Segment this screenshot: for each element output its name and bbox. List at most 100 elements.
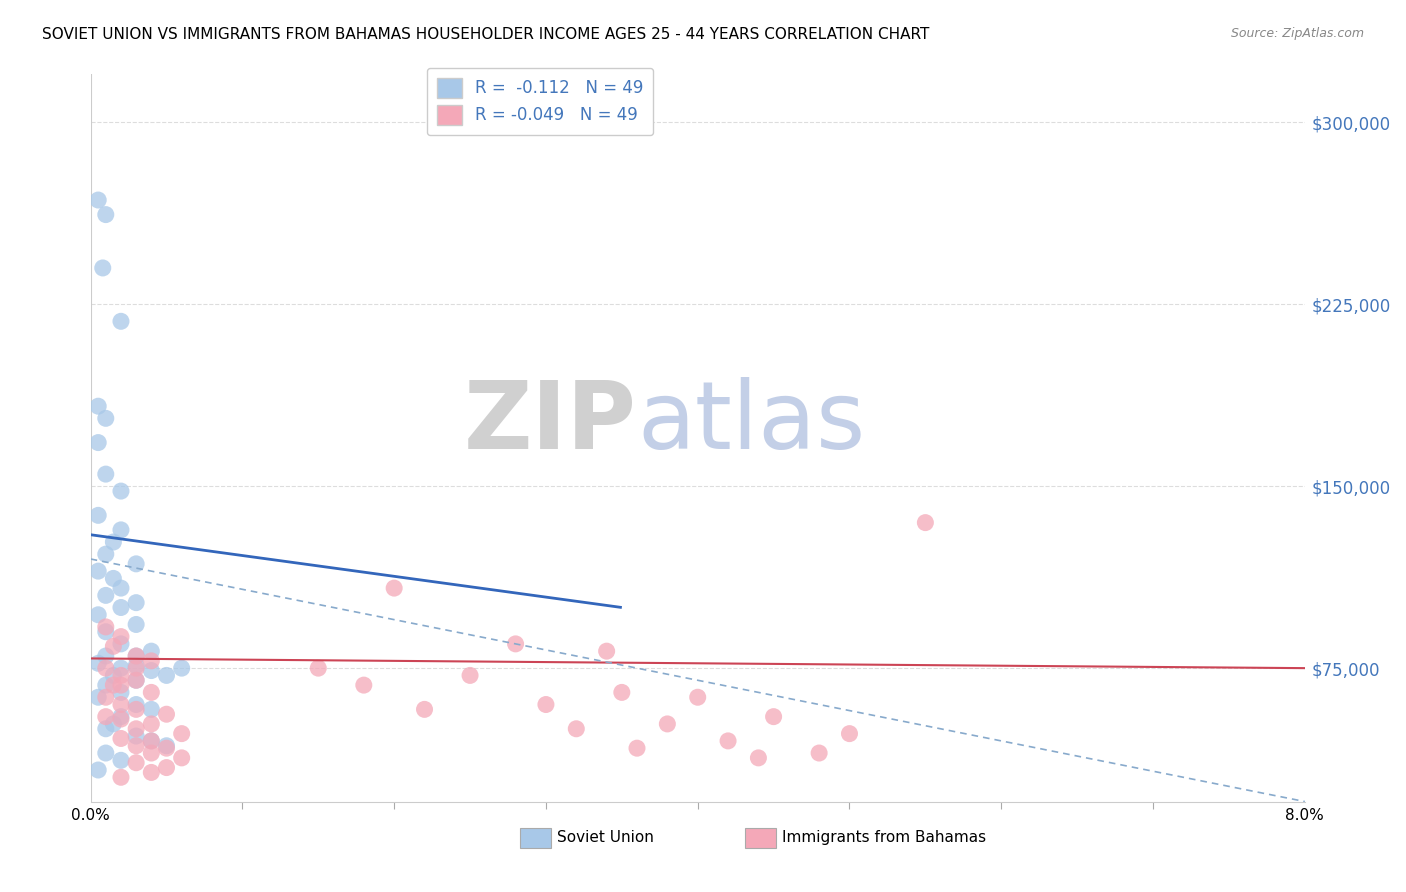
Point <box>125 673 148 688</box>
Point <box>94 690 117 705</box>
Point <box>914 516 936 530</box>
Point <box>110 709 132 723</box>
Point <box>87 763 110 777</box>
Point <box>155 741 177 756</box>
Point <box>610 685 633 699</box>
Point <box>110 661 132 675</box>
Point <box>103 535 125 549</box>
Point <box>141 734 163 748</box>
Point <box>565 722 588 736</box>
Point <box>155 707 177 722</box>
Point <box>141 734 163 748</box>
Point <box>762 709 785 723</box>
Text: Soviet Union: Soviet Union <box>557 830 654 845</box>
Point <box>94 648 117 663</box>
Legend: R =  -0.112   N = 49, R = -0.049   N = 49: R = -0.112 N = 49, R = -0.049 N = 49 <box>426 68 654 135</box>
Point <box>595 644 617 658</box>
Point <box>94 208 117 222</box>
Point <box>141 654 163 668</box>
Point <box>458 668 481 682</box>
Text: Immigrants from Bahamas: Immigrants from Bahamas <box>782 830 986 845</box>
Point <box>110 770 132 784</box>
Point <box>125 617 148 632</box>
Point <box>103 678 125 692</box>
Point <box>94 678 117 692</box>
Point <box>103 640 125 654</box>
Point <box>170 726 193 740</box>
Point <box>141 746 163 760</box>
Point <box>125 557 148 571</box>
Point <box>534 698 557 712</box>
Point <box>94 624 117 639</box>
Point <box>155 668 177 682</box>
Point <box>717 734 740 748</box>
Point <box>125 648 148 663</box>
Point <box>125 648 148 663</box>
Point <box>103 668 125 682</box>
Point <box>94 547 117 561</box>
Point <box>141 685 163 699</box>
Point <box>413 702 436 716</box>
Point <box>155 739 177 753</box>
Text: SOVIET UNION VS IMMIGRANTS FROM BAHAMAS HOUSEHOLDER INCOME AGES 25 - 44 YEARS CO: SOVIET UNION VS IMMIGRANTS FROM BAHAMAS … <box>42 27 929 42</box>
Point <box>91 260 114 275</box>
Point <box>141 717 163 731</box>
Point <box>110 698 132 712</box>
Point <box>125 739 148 753</box>
Point <box>94 709 117 723</box>
Point <box>94 588 117 602</box>
Point <box>94 411 117 425</box>
Point <box>141 644 163 658</box>
Text: ZIP: ZIP <box>464 377 637 469</box>
Point <box>125 729 148 743</box>
Point <box>87 193 110 207</box>
Point <box>110 523 132 537</box>
Point <box>808 746 831 760</box>
Point <box>505 637 527 651</box>
Point <box>307 661 329 675</box>
Point <box>125 673 148 688</box>
Point <box>103 717 125 731</box>
Point <box>87 435 110 450</box>
Point <box>110 678 132 692</box>
Point <box>87 564 110 578</box>
Point <box>125 596 148 610</box>
Point <box>87 508 110 523</box>
Point <box>125 722 148 736</box>
Point <box>94 722 117 736</box>
Point <box>94 620 117 634</box>
Point <box>87 690 110 705</box>
Point <box>110 600 132 615</box>
Point <box>747 751 769 765</box>
Point <box>110 712 132 726</box>
Point <box>170 661 193 675</box>
Point <box>110 685 132 699</box>
Point <box>626 741 648 756</box>
Point <box>353 678 375 692</box>
Point <box>103 571 125 585</box>
Point <box>94 746 117 760</box>
Point <box>110 484 132 499</box>
Point <box>110 668 132 682</box>
Text: Source: ZipAtlas.com: Source: ZipAtlas.com <box>1230 27 1364 40</box>
Point <box>382 581 405 595</box>
Point <box>170 751 193 765</box>
Point <box>125 661 148 675</box>
Point <box>87 607 110 622</box>
Point <box>110 581 132 595</box>
Point <box>125 698 148 712</box>
Point <box>141 664 163 678</box>
Point <box>125 702 148 716</box>
Point <box>110 731 132 746</box>
Point <box>110 637 132 651</box>
Point <box>686 690 709 705</box>
Point <box>87 399 110 413</box>
Point <box>141 765 163 780</box>
Text: atlas: atlas <box>637 377 865 469</box>
Point <box>141 702 163 716</box>
Point <box>110 630 132 644</box>
Point <box>110 753 132 767</box>
Point <box>94 467 117 482</box>
Point <box>125 756 148 770</box>
Point <box>838 726 860 740</box>
